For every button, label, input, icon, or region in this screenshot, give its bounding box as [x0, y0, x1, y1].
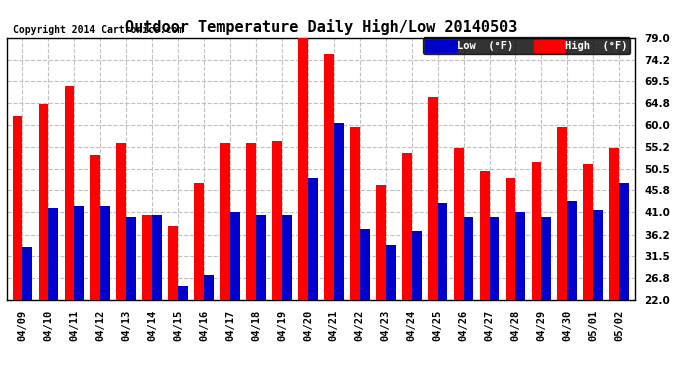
Bar	[558, 127, 567, 375]
Text: Copyright 2014 Cartronics.com: Copyright 2014 Cartronics.com	[13, 25, 184, 35]
Bar	[324, 54, 334, 375]
Bar	[168, 226, 178, 375]
Bar	[64, 86, 75, 375]
Bar	[23, 247, 32, 375]
Bar	[142, 215, 152, 375]
Bar	[609, 148, 619, 375]
Bar	[480, 171, 489, 375]
Bar	[454, 148, 464, 375]
Bar	[246, 143, 256, 375]
Bar	[220, 143, 230, 375]
Bar	[412, 231, 422, 375]
Bar	[298, 33, 308, 375]
Bar	[48, 208, 58, 375]
Bar	[75, 206, 84, 375]
Bar	[282, 215, 292, 375]
Bar	[567, 201, 578, 375]
Bar	[90, 155, 100, 375]
Bar	[308, 178, 317, 375]
Bar	[230, 213, 240, 375]
Bar	[359, 229, 370, 375]
Bar	[584, 164, 593, 375]
Bar	[402, 153, 412, 375]
Bar	[619, 183, 629, 375]
Bar	[506, 178, 515, 375]
Bar	[117, 143, 126, 375]
Bar	[464, 217, 473, 375]
Bar	[531, 162, 542, 375]
Bar	[194, 183, 204, 375]
Bar	[350, 127, 359, 375]
Title: Outdoor Temperature Daily High/Low 20140503: Outdoor Temperature Daily High/Low 20140…	[125, 19, 517, 35]
Bar	[515, 213, 525, 375]
Bar	[542, 217, 551, 375]
Bar	[100, 206, 110, 375]
Bar	[334, 123, 344, 375]
Bar	[428, 98, 437, 375]
Bar	[272, 141, 282, 375]
Bar	[126, 217, 136, 375]
Bar	[376, 185, 386, 375]
Bar	[593, 210, 603, 375]
Bar	[12, 116, 23, 375]
Bar	[204, 274, 214, 375]
Bar	[386, 245, 395, 375]
Bar	[39, 104, 48, 375]
Bar	[256, 215, 266, 375]
Bar	[178, 286, 188, 375]
Legend: Low  (°F), High  (°F): Low (°F), High (°F)	[424, 38, 629, 54]
Bar	[489, 217, 500, 375]
Bar	[152, 215, 162, 375]
Bar	[437, 203, 448, 375]
